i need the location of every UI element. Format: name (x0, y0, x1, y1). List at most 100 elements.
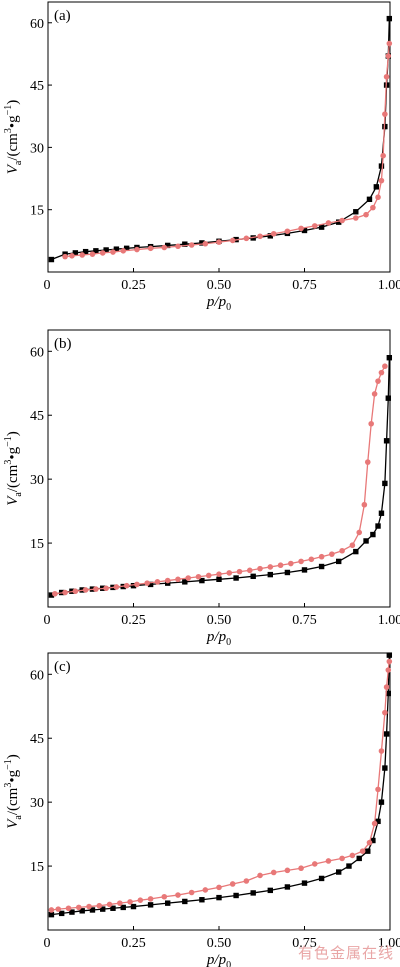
data-point-circle (185, 575, 192, 581)
x-tick-label: 0.75 (292, 278, 317, 293)
data-point-circle (48, 907, 55, 913)
data-point-square (378, 163, 385, 169)
series-line-2 (54, 365, 386, 595)
data-point-square (199, 577, 205, 584)
data-point-square (89, 907, 96, 913)
data-point-circle (380, 152, 386, 159)
data-point-circle (298, 558, 304, 565)
data-point-circle (366, 839, 373, 846)
data-point-circle (175, 243, 181, 250)
data-point-circle (368, 420, 374, 427)
data-point-circle (127, 899, 133, 905)
y-tick-label: 30 (30, 796, 44, 811)
data-point-square (382, 480, 388, 487)
data-point-circle (375, 194, 381, 201)
data-point-circle (175, 892, 181, 898)
data-point-circle (298, 225, 304, 232)
data-point-square (147, 581, 154, 588)
data-point-square (147, 902, 154, 908)
data-point-circle (356, 529, 363, 536)
data-point-circle (89, 251, 96, 257)
series-line-1 (51, 655, 390, 916)
data-point-circle (72, 588, 79, 595)
x-tick-label: 0.50 (207, 278, 232, 293)
data-point-square (378, 799, 385, 805)
data-point-square (48, 592, 55, 598)
data-point-circle (144, 580, 150, 586)
data-point-square (336, 558, 342, 565)
data-point-square (383, 731, 390, 737)
data-point-circle (353, 215, 359, 221)
data-point-circle (364, 459, 371, 465)
data-point-circle (270, 230, 277, 237)
data-point-square (353, 209, 359, 215)
data-point-circle (361, 501, 368, 508)
x-tick-label: 0.25 (121, 936, 146, 951)
data-point-circle (339, 855, 345, 862)
data-point-circle (175, 576, 181, 583)
data-point-circle (195, 573, 202, 580)
data-point-square (182, 241, 188, 247)
data-point-square (284, 884, 291, 890)
data-point-circle (385, 667, 392, 673)
data-point-square (356, 855, 362, 862)
data-point-circle (349, 852, 356, 859)
y-axis-label: Va/(cm3•g−1) (3, 431, 24, 506)
data-point-square (366, 196, 373, 203)
y-tick-label: 15 (30, 204, 44, 219)
data-point-square (267, 233, 273, 239)
panel-b: 0 0.25 0.50 0.75 1.00 15 30 45 60 (b) p/p0 Va/(cm3•… (3, 329, 400, 648)
data-point-square (233, 892, 239, 899)
data-point-circle (385, 53, 392, 59)
x-tick-label: 0 (44, 936, 51, 951)
data-point-square (386, 652, 393, 658)
data-point-circle (65, 905, 72, 912)
data-point-circle (106, 901, 113, 908)
data-point-circle (82, 587, 89, 593)
data-point-square (363, 538, 369, 544)
y-axis-label: Va/(cm3•g−1) (3, 754, 24, 829)
data-point-circle (188, 889, 195, 896)
data-point-square (383, 438, 390, 444)
x-tick-label: 0 (44, 613, 51, 628)
data-point-square (79, 908, 85, 914)
data-point-circle (378, 369, 385, 376)
y-tick-label: 45 (30, 79, 44, 94)
data-point-square (375, 523, 381, 529)
data-point-circle (123, 582, 130, 589)
data-point-square (267, 887, 273, 894)
data-point-square (113, 246, 120, 252)
data-point-circle (382, 111, 388, 117)
data-point-circle (96, 902, 103, 909)
data-point-circle (382, 709, 388, 716)
data-point-circle (113, 584, 120, 590)
data-point-circle (79, 252, 85, 258)
data-point-circle (205, 572, 212, 579)
data-point-circle (69, 253, 75, 259)
data-point-square (58, 910, 65, 917)
data-point-circle (134, 581, 140, 588)
data-point-circle (229, 881, 236, 887)
data-point-circle (243, 878, 250, 884)
data-point-square (346, 863, 352, 869)
panel-label: (c) (54, 659, 71, 675)
x-tick-label: 0.25 (121, 613, 146, 628)
data-point-square (318, 875, 325, 882)
data-point-square (130, 582, 137, 589)
data-point-circle (257, 872, 263, 879)
data-point-circle (147, 896, 154, 902)
data-point-circle (137, 897, 144, 903)
x-tick-label: 1.00 (378, 936, 400, 951)
data-point-circle (120, 248, 127, 254)
data-point-circle (243, 235, 250, 242)
y-tick-label: 60 (30, 17, 44, 32)
data-point-circle (188, 242, 195, 248)
data-point-circle (382, 363, 388, 370)
data-point-square (130, 903, 137, 910)
data-point-circle (161, 244, 168, 251)
data-point-circle (52, 590, 58, 597)
data-point-square (365, 848, 371, 854)
watermark-text: 有色金属在线 (297, 944, 394, 962)
data-point-circle (267, 564, 274, 570)
